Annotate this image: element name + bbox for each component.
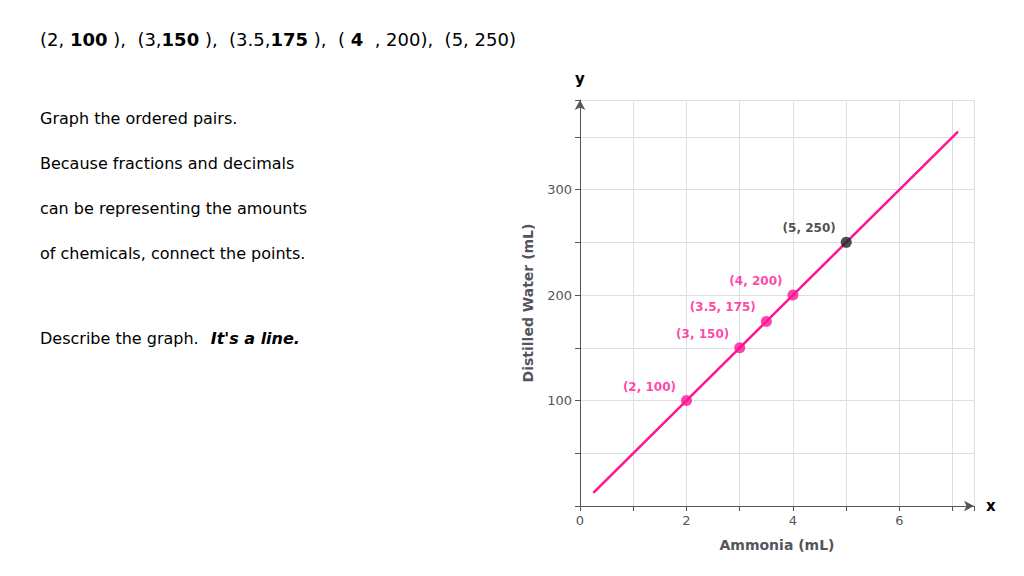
svg-text:300: 300 [547,182,572,197]
svg-text:100: 100 [70,29,108,50]
svg-text:Because fractions and decimals: Because fractions and decimals [40,154,294,173]
svg-text:x: x [986,497,996,515]
svg-text:150: 150 [162,29,200,50]
svg-text:of chemicals, connect the poin: of chemicals, connect the points. [40,244,305,263]
svg-text:(2,: (2, [40,29,70,50]
svg-text:Ammonia (mL): Ammonia (mL) [719,537,834,553]
svg-text:It's a line.: It's a line. [211,329,300,348]
svg-text:4: 4 [351,29,364,50]
svg-text:(3.5, 175): (3.5, 175) [690,300,756,314]
svg-text:4: 4 [789,513,797,528]
svg-text:can be representing the amount: can be representing the amounts [40,199,307,218]
svg-text:Graph the ordered pairs.: Graph the ordered pairs. [40,109,237,128]
svg-text:0: 0 [576,513,584,528]
svg-text:(3, 150): (3, 150) [676,327,729,341]
svg-text:(5, 250): (5, 250) [783,221,836,235]
svg-text:(4, 200): (4, 200) [729,274,782,288]
svg-text:200: 200 [547,288,572,303]
svg-text:100: 100 [547,393,572,408]
svg-text:), (3.5,: ), (3.5, [199,29,270,50]
svg-text:175: 175 [270,29,308,50]
svg-text:), (: ), ( [308,29,351,50]
svg-text:2: 2 [682,513,690,528]
svg-text:(2, 100): (2, 100) [623,380,676,394]
svg-text:, 200), (5, 250): , 200), (5, 250) [363,29,516,50]
svg-text:6: 6 [895,513,903,528]
svg-text:Describe the graph.: Describe the graph. [40,329,199,348]
svg-text:Distilled Water (mL): Distilled Water (mL) [520,224,536,383]
svg-text:y: y [575,70,585,88]
svg-text:), (3,: ), (3, [107,29,161,50]
